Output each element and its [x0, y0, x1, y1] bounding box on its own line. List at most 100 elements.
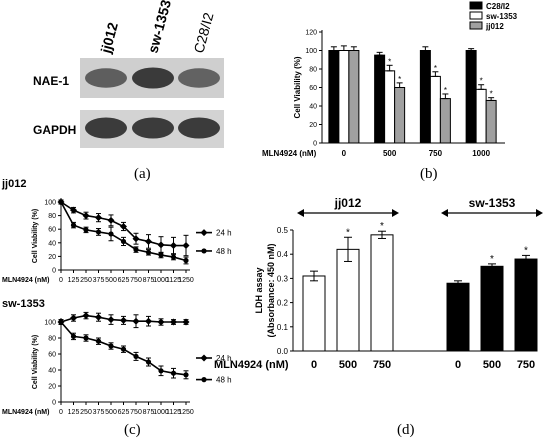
c-top-48-h-point-1250 [183, 257, 189, 264]
c-bottom-x-tick-label: 0 [59, 409, 63, 416]
c-bottom-48-h-point-0 [58, 319, 64, 325]
c-bottom-24-h-point-750 [132, 317, 140, 325]
d-y-tick-label: 0.2 [277, 299, 289, 308]
c-top-48-h-legend-marker [201, 248, 207, 254]
c-top-x-tick-label: 875 [143, 277, 155, 284]
d-y-tick-label: 0.1 [277, 323, 289, 332]
c-top-x-tick-label: 625 [118, 277, 130, 284]
d-sw-1353-x-tick-label: 750 [517, 359, 535, 371]
d-sw-1353-sig-750: * [524, 245, 528, 256]
c-top-x-tick-label: 0 [59, 277, 63, 284]
c-top-24-h-point-375 [95, 214, 102, 222]
c-top-48-h-point-750 [133, 247, 139, 253]
d-jj012-group-title: jj012 [334, 196, 362, 210]
band-gapdh-sw-1353 [132, 117, 174, 139]
c-top-48-h-point-375 [95, 229, 102, 235]
panel-label-b: (b) [420, 166, 438, 182]
c-top-x-tick-label: 250 [80, 277, 92, 284]
c-top-y-tick-label: 100 [44, 200, 56, 207]
panel-label-d: (d) [397, 422, 415, 438]
c-top-48-h-point-625 [120, 238, 127, 245]
c-top-24-h-point-500 [107, 216, 115, 224]
b-y-tick-label: 100 [305, 48, 317, 55]
c-bottom-y-axis-label: Cell Viability (%) [32, 335, 39, 389]
c-top-48-h-point-1125 [170, 254, 177, 260]
c-bottom-x-tick-label: 250 [80, 409, 92, 416]
panel-label-c: (c) [124, 422, 141, 438]
b-bar-c28-i2-750 [419, 50, 431, 144]
c-bottom-24-h-legend-marker [200, 354, 208, 362]
c-top-24-h-legend-label: 24 h [216, 229, 232, 238]
blot-row-label-gapdh: GAPDH [33, 123, 76, 137]
b-bar-jj012-0 [348, 50, 360, 144]
panel-label-a: (a) [134, 166, 151, 182]
c-bottom-y-tick-label: 60 [48, 352, 56, 359]
band-nae-1-sw-1353 [132, 67, 174, 89]
blot-row-label-nae1: NAE-1 [33, 74, 69, 88]
d-sw-1353-group-arrow-right [536, 209, 543, 217]
c-top-y-axis-label: Cell Viability (%) [32, 209, 39, 263]
b-bar-c28-i2-1000 [465, 50, 477, 144]
c-top-y-tick-label: 40 [48, 240, 56, 247]
c-top-24-h-point-1000 [157, 241, 165, 249]
d-jj012-bar-500 [336, 248, 360, 352]
b-legend-swatch-jj012 [469, 21, 483, 30]
band-nae-1-c28-i2 [178, 68, 220, 88]
c-bottom-x-tick-label: 750 [130, 409, 142, 416]
b-bar-sw-1353-1000 [475, 88, 487, 144]
d-jj012-group-arrow-left [297, 209, 304, 217]
c-top-24-h-point-250 [82, 212, 90, 220]
c-bottom-48-h-point-750 [133, 353, 139, 359]
b-sig-jj012-750: * [444, 86, 447, 95]
c-bottom-x-tick-label: 125 [68, 409, 80, 416]
c-bottom-y-tick-label: 80 [48, 336, 56, 343]
c-top-x-tick-label: 375 [93, 277, 105, 284]
c-top-title: jj012 [1, 178, 26, 190]
c-bottom-24-h-point-1000 [157, 318, 165, 326]
b-bar-sw-1353-0 [338, 50, 350, 144]
b-sig-jj012-500: * [398, 75, 401, 84]
c-bottom-48-h-point-375 [95, 338, 102, 344]
d-y-axis-label-2: (Absorbance: 450 nM) [266, 243, 276, 337]
b-y-tick-label: 60 [309, 85, 317, 92]
c-bottom-48-h-point-1250 [183, 372, 189, 378]
b-y-tick-label: 120 [305, 30, 317, 37]
b-bar-sw-1353-750 [429, 75, 441, 144]
b-legend-swatch-sw-1353 [469, 11, 483, 20]
c-top-y-tick-label: 20 [48, 254, 56, 261]
panel-a-western-blot: jj012 sw-1353 C28/I2 NAE-1 GAPDH (a) [33, 0, 224, 182]
c-top-x-tick-label: 1125 [166, 277, 181, 284]
c-top-y-tick-label: 0 [52, 268, 56, 275]
c-top-48-h-point-125 [70, 222, 77, 228]
c-bottom-48-h-legend-label: 48 h [216, 376, 232, 385]
c-bottom-x-tick-label: 1125 [166, 409, 181, 416]
d-y-tick-label: 0.3 [277, 274, 289, 283]
c-bottom-48-h-point-1125 [170, 370, 177, 376]
b-x-tick-label: 0 [342, 149, 347, 158]
b-x-tick-label: 500 [383, 149, 397, 158]
d-y-tick-label: 0.0 [277, 347, 289, 356]
lane-label-sw-1353: sw-1353 [144, 0, 174, 55]
c-top-48-h-point-500 [108, 231, 114, 237]
b-bar-jj012-500 [394, 87, 406, 144]
c-bottom-y-tick-label: 20 [48, 384, 56, 391]
d-sw-1353-x-tick-label: 0 [455, 359, 461, 371]
c-top-48-h-point-875 [145, 249, 152, 255]
b-legend-label-jj012: jj012 [485, 22, 504, 31]
d-y-tick-label: 0.5 [277, 226, 289, 235]
c-top-x-tick-label: 500 [105, 277, 117, 284]
c-top-24-h-point-625 [120, 222, 127, 230]
c-top-48-h-legend-label: 48 h [216, 247, 232, 256]
c-bottom-24-h-point-125 [70, 314, 77, 322]
b-bar-c28-i2-500 [374, 54, 386, 144]
d-sw-1353-group-title: sw-1353 [469, 196, 516, 210]
c-bottom-x-tick-label: 375 [93, 409, 105, 416]
c-bottom-title: sw-1353 [2, 298, 45, 310]
c-bottom-48-h-point-625 [120, 346, 127, 352]
c-bottom-24-h-legend-label: 24 h [216, 354, 232, 363]
c-top-48-h-line [60, 201, 187, 262]
d-jj012-x-tick-label: 0 [311, 359, 317, 371]
